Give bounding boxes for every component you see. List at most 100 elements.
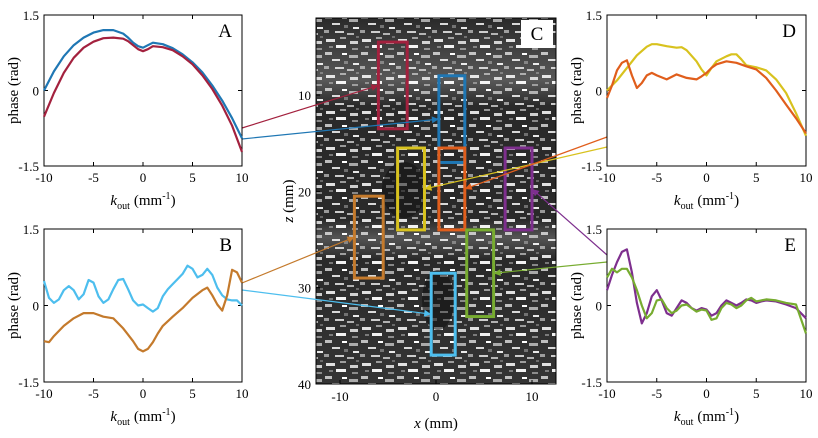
y-tick-label: -1.5	[581, 159, 602, 174]
x-tick-label: 0	[140, 386, 147, 401]
image-y-ticks: 10 20 30 40	[298, 88, 320, 392]
x-tick-label: -5	[88, 170, 99, 185]
roi-box-yellow	[396, 146, 426, 232]
dark-lesion-2	[422, 270, 454, 330]
x-axis-label-xlabel-sub: out	[117, 417, 130, 428]
roi-box-brown	[352, 194, 385, 280]
panel-letter-c-bg	[521, 20, 553, 48]
y-tick-label: 1.5	[586, 8, 602, 23]
x-tick-label: 10	[236, 386, 249, 401]
image-x-tick-label: -10	[331, 389, 348, 404]
panel-letter-c: C	[531, 24, 544, 45]
connector-arrowhead-brown	[346, 236, 355, 243]
x-axis-label: kout (mm-1)	[110, 407, 175, 428]
y-tick-label: 1.5	[23, 222, 39, 237]
connector-arrowhead-green	[493, 269, 501, 276]
connector-line-light_blue	[241, 289, 432, 315]
panel-letter-a: A	[218, 21, 232, 42]
image-y-tick-label: 40	[298, 377, 311, 392]
dark-lesion-1	[382, 162, 426, 218]
x-axis-label: kout (mm-1)	[674, 407, 739, 428]
x-axis-label-xlabel-sub: out	[681, 417, 694, 428]
series-line-yellow	[606, 43, 808, 137]
connector-line-dark_red	[241, 84, 379, 129]
y-tick-label: 0	[33, 299, 40, 314]
x-axis-label-xlabel: k	[674, 409, 681, 425]
series-line-dark_red	[42, 36, 244, 153]
x-tick-label: -5	[651, 170, 662, 185]
connector-arrows	[241, 84, 608, 317]
series-line-brown	[43, 268, 243, 353]
x-tick-label: 5	[189, 170, 196, 185]
x-tick-label: 10	[800, 170, 813, 185]
ultrasound-image-panel: -10 0 10 10 20 30 40 C x (mm) z (mm)	[281, 17, 557, 432]
x-axis-label-xlabel-sub: out	[117, 201, 130, 212]
image-x-tick-label: 10	[526, 389, 539, 404]
connector-arrowhead-orange	[464, 183, 473, 190]
x-axis-label: kout (mm-1)	[110, 191, 175, 212]
x-axis-label-xlabel-close: )	[171, 193, 176, 209]
y-axis-label: phase (rad)	[6, 57, 22, 124]
x-axis-label-xlabel-sup: -1	[162, 407, 170, 418]
connector-line-green	[493, 261, 608, 274]
x-axis-label-xlabel-sup: -1	[162, 191, 170, 202]
x-axis-label-xlabel-unit: (mm	[134, 409, 163, 425]
y-tick-label: -1.5	[581, 375, 602, 390]
connector-arrowhead-light_blue	[423, 309, 432, 317]
y-axis-label: phase (rad)	[569, 272, 585, 339]
connector-line-yellow	[424, 146, 608, 190]
x-tick-label: -10	[35, 170, 52, 185]
x-axis-label-xlabel: k	[110, 409, 117, 425]
y-tick-label: -1.5	[18, 375, 39, 390]
x-tick-label: 5	[753, 386, 760, 401]
series-line-orange	[605, 59, 807, 134]
panel-letter-b: B	[219, 235, 232, 256]
connector-arrowhead-yellow	[424, 184, 433, 191]
x-tick-label: -5	[651, 386, 662, 401]
y-tick-label: 0	[596, 84, 603, 99]
x-axis-label: kout (mm-1)	[674, 191, 739, 212]
x-tick-label: -10	[598, 170, 615, 185]
x-tick-label: 10	[800, 386, 813, 401]
x-tick-label: 0	[703, 386, 710, 401]
x-axis-label-xlabel-unit: (mm	[697, 193, 726, 209]
x-tick-label: -5	[88, 386, 99, 401]
y-axis-label: phase (rad)	[6, 272, 22, 339]
series-line-blue	[43, 29, 243, 139]
x-axis-label-xlabel-close: )	[171, 409, 176, 425]
series-line-green	[606, 267, 808, 334]
panel-letter-d: D	[782, 21, 796, 42]
image-y-tick-label: 20	[298, 184, 311, 199]
series-line-light_blue	[42, 264, 243, 313]
panel-letter-e: E	[784, 235, 796, 256]
x-axis-label-xlabel: k	[674, 193, 681, 209]
y-axis-label: phase (rad)	[569, 57, 585, 124]
x-axis-label-xlabel-unit: (mm	[697, 409, 726, 425]
x-tick-label: -10	[598, 386, 615, 401]
x-axis-label-xlabel-close: )	[734, 409, 739, 425]
x-axis-label-xlabel-sup: -1	[726, 407, 734, 418]
y-tick-label: -1.5	[18, 159, 39, 174]
x-axis-label-xlabel-unit: (mm	[134, 193, 163, 209]
x-axis-label-xlabel: k	[110, 193, 117, 209]
x-axis-label-xlabel-sup: -1	[726, 191, 734, 202]
image-x-tick-label: 0	[433, 389, 440, 404]
x-tick-label: 5	[189, 386, 196, 401]
connector-arrowhead-purple	[532, 189, 540, 197]
image-y-tick-label: 10	[298, 88, 311, 103]
connector-line-orange	[464, 136, 608, 190]
connector-line-purple	[531, 188, 608, 256]
x-tick-label: 0	[703, 170, 710, 185]
image-x-ticks: -10 0 10	[331, 380, 539, 404]
connector-line-brown	[241, 236, 355, 284]
x-tick-label: 0	[140, 170, 147, 185]
x-tick-label: 10	[236, 170, 249, 185]
y-tick-label: 1.5	[23, 8, 39, 23]
image-y-label: z (mm)	[281, 180, 297, 224]
x-tick-label: 5	[753, 170, 760, 185]
